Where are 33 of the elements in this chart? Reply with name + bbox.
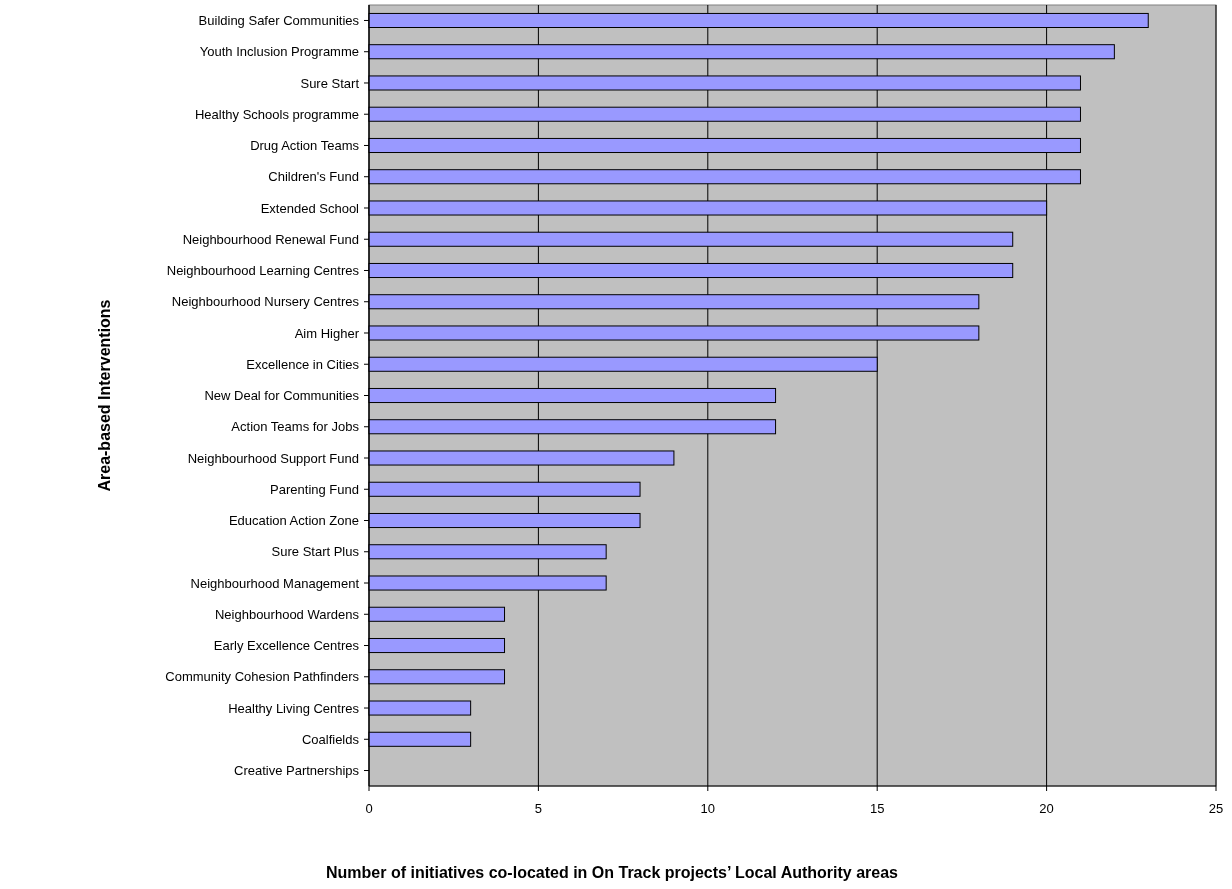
x-tick-label: 5 [534,801,543,816]
x-tick-label: 0 [365,801,373,816]
x-tick-label: 15 [869,801,885,816]
x-tick-label: 25 [1208,801,1224,816]
x-tick-label: 10 [700,801,716,816]
y-tick-label: Sure Start Plus [271,544,360,560]
y-tick-label: Extended School [260,200,360,216]
y-tick-label: New Deal for Communities [204,388,360,404]
y-tick-label: Excellence in Cities [246,356,360,372]
y-tick-label: Action Teams for Jobs [231,419,360,435]
y-tick-label: Healthy Living Centres [228,700,360,716]
y-tick-label: Neighbourhood Nursery Centres [171,294,360,310]
y-tick-label: Building Safer Communities [198,13,360,29]
y-tick-label: Coalfields [301,731,360,747]
y-tick-label: Youth Inclusion Programme [199,44,359,60]
y-tick-label: Neighbourhood Support Fund [187,450,359,466]
y-tick-label: Education Action Zone [228,513,359,529]
y-tick-label: Creative Partnerships [234,763,360,779]
y-tick-label: Children's Fund [268,169,359,185]
y-tick-label: Aim Higher [294,325,360,341]
y-tick-label: Sure Start [300,75,360,91]
x-tick-label: 20 [1039,801,1054,816]
y-tick-label: Early Excellence Centres [213,638,360,654]
y-tick-label: Parenting Fund [270,481,359,497]
y-tick-label: Community Cohesion Pathfinders [165,669,360,685]
y-tick-label: Healthy Schools programme [194,106,359,122]
y-axis-title: Area-based Interventions [96,299,113,492]
y-tick-label: Neighbourhood Management [190,575,360,591]
x-axis-title: Number of initiatives co-located in On Track projects’ Local Authority areas [326,864,899,881]
y-tick-label: Neighbourhood Wardens [214,606,360,622]
y-tick-label: Drug Action Teams [250,138,360,154]
y-tick-label: Neighbourhood Learning Centres [166,263,360,279]
y-tick-label: Neighbourhood Renewal Fund [182,231,359,247]
